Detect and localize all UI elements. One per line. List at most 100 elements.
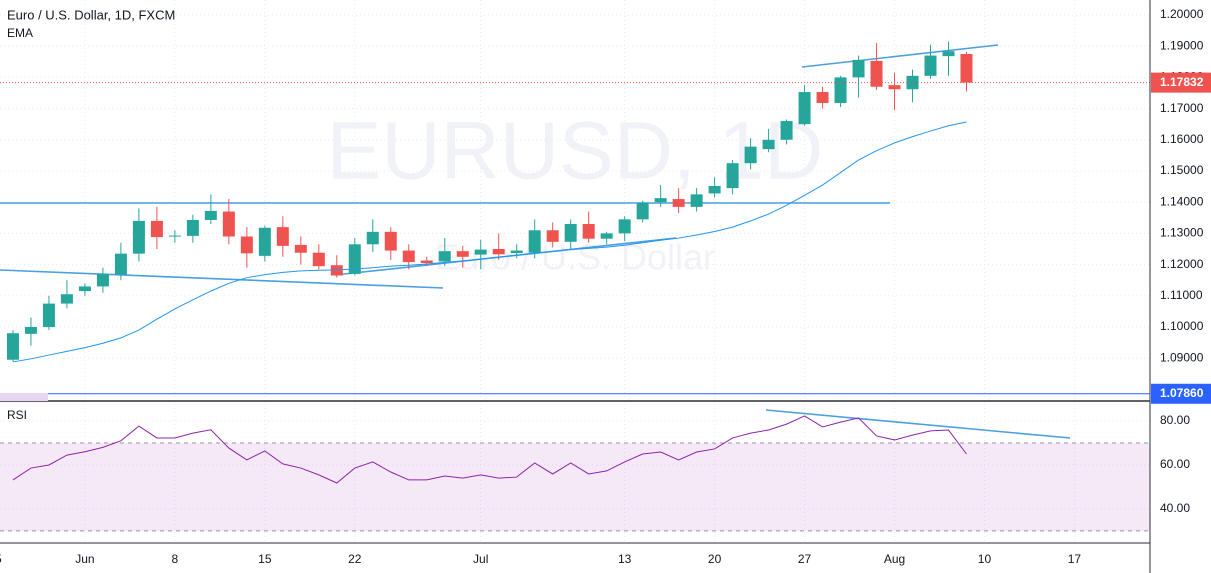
x-tick-label: 10 xyxy=(978,552,992,566)
x-tick-label: 17 xyxy=(1068,552,1082,566)
legend-entry: EMA xyxy=(7,26,33,40)
candle-body xyxy=(240,236,253,254)
y-tick-label: 1.13000 xyxy=(1160,226,1204,240)
ema-line xyxy=(12,121,967,363)
candle-body xyxy=(6,333,19,360)
candle-body xyxy=(636,202,649,220)
candle-body xyxy=(222,211,235,237)
candle-body xyxy=(474,249,487,255)
candle-body xyxy=(546,230,559,242)
candle-body xyxy=(852,59,865,78)
x-tick-label: Jul xyxy=(473,552,488,566)
candle-body xyxy=(294,244,307,253)
candle-body xyxy=(708,185,721,194)
candle-body xyxy=(564,224,577,242)
candle-body xyxy=(924,55,937,76)
candle-body xyxy=(888,85,901,90)
candle-body xyxy=(366,231,379,245)
y-tick-label: 1.12000 xyxy=(1160,257,1204,271)
candle-body xyxy=(618,219,631,234)
x-tick-label: 25 xyxy=(0,552,2,566)
toolbar-tab[interactable] xyxy=(0,393,48,401)
candle-body xyxy=(798,92,811,125)
candle-body xyxy=(654,198,667,203)
watermark: EURUSD, 1D xyxy=(327,106,824,197)
y-tick-label: 80.00 xyxy=(1160,413,1190,427)
candle-body xyxy=(816,92,829,103)
candle-body xyxy=(492,248,505,255)
legend-entry: RSI xyxy=(7,408,27,422)
y-tick-label: 1.10000 xyxy=(1160,319,1204,333)
candle-body xyxy=(834,77,847,103)
candle-body xyxy=(870,60,883,87)
candle-body xyxy=(348,244,361,274)
candle-body xyxy=(24,326,37,334)
watermark-subtitle: Euro / U.S. Dollar xyxy=(435,237,715,278)
x-tick-label: Aug xyxy=(884,552,905,566)
candle-body xyxy=(42,303,55,327)
candle-body xyxy=(204,210,217,220)
candle-body xyxy=(132,220,145,254)
marks xyxy=(0,41,1150,484)
candle-body xyxy=(168,235,181,237)
y-tick-label: 1.16000 xyxy=(1160,132,1204,146)
candle-body xyxy=(186,219,199,236)
candle-body xyxy=(690,194,703,207)
candle-body xyxy=(528,230,541,253)
candle-body xyxy=(582,224,595,239)
last-price-label: 1.17832 xyxy=(1160,75,1204,89)
crosshair-box xyxy=(1151,383,1211,404)
candle-body xyxy=(384,231,397,251)
y-tick-label: 1.17000 xyxy=(1160,101,1204,115)
candle-body xyxy=(312,252,325,267)
rsi-trendline xyxy=(765,409,1071,439)
candle-body xyxy=(420,260,433,264)
last-price-box xyxy=(1151,72,1211,93)
candle-body xyxy=(456,251,469,257)
trendline xyxy=(801,44,999,68)
y-tick-label: 60.00 xyxy=(1160,457,1190,471)
trendline xyxy=(0,269,444,289)
candle-body xyxy=(276,227,289,246)
candle-body xyxy=(672,199,685,207)
y-tick-label: 1.14000 xyxy=(1160,194,1204,208)
rsi-band xyxy=(0,442,1150,532)
candle-body xyxy=(600,233,613,239)
candle-body xyxy=(438,251,451,262)
axes: 1.200001.190001.180001.170001.160001.150… xyxy=(0,7,1211,566)
candle-body xyxy=(96,273,109,287)
candle-body xyxy=(942,51,955,57)
y-tick-label: 1.11000 xyxy=(1160,288,1203,302)
x-tick-label: 20 xyxy=(708,552,722,566)
candle-body xyxy=(960,53,973,83)
crosshair-label: 1.07860 xyxy=(1160,386,1204,400)
candle-body xyxy=(744,146,757,164)
x-tick-label: Jun xyxy=(75,552,94,566)
candle-body xyxy=(510,250,523,254)
candle-body xyxy=(402,250,415,263)
x-tick-label: 27 xyxy=(798,552,812,566)
y-tick-label: 1.19000 xyxy=(1160,38,1204,52)
candle-body xyxy=(726,163,739,189)
y-tick-label: 40.00 xyxy=(1160,501,1190,515)
x-tick-label: 15 xyxy=(258,552,272,566)
x-tick-label: 8 xyxy=(172,552,179,566)
x-tick-label: 22 xyxy=(348,552,362,566)
candle-body xyxy=(762,139,775,150)
candle-body xyxy=(780,121,793,140)
candle-body xyxy=(60,294,73,304)
candle-body xyxy=(78,286,91,292)
x-tick-label: 13 xyxy=(618,552,632,566)
y-tick-label: 1.09000 xyxy=(1160,350,1204,364)
candle-body xyxy=(258,227,271,256)
candle-body xyxy=(114,253,127,275)
grid xyxy=(0,0,1150,543)
y-tick-label: 1.15000 xyxy=(1160,163,1204,177)
rsi-band-fill xyxy=(0,443,1150,531)
candle-body xyxy=(150,220,163,238)
y-tick-label: 1.20000 xyxy=(1160,7,1204,21)
chart-title: Euro / U.S. Dollar, 1D, FXCM xyxy=(7,7,175,22)
rsi-line xyxy=(12,415,967,484)
